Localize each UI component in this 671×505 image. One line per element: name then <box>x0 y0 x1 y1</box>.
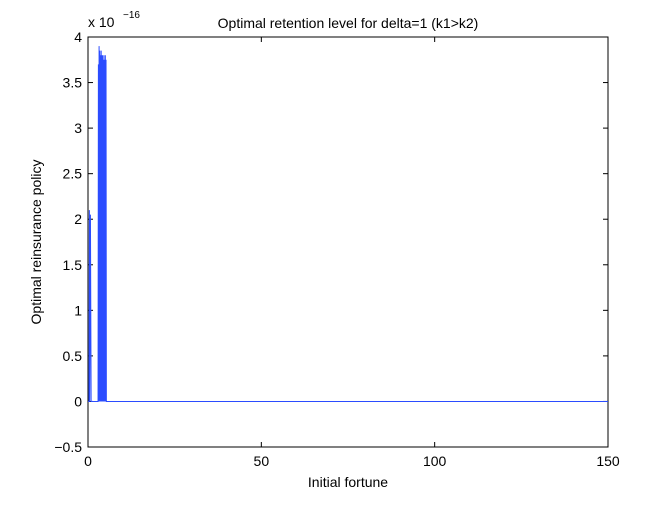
y-tick-label: 0 <box>74 393 82 409</box>
chart-title: Optimal retention level for delta=1 (k1>… <box>218 15 479 31</box>
y-tick-label: 4 <box>74 29 82 45</box>
y-tick-label: 2.5 <box>63 166 83 182</box>
y-tick-label: 3.5 <box>63 75 83 91</box>
y-tick-label: −0.5 <box>54 439 82 455</box>
series-line <box>88 46 608 402</box>
y-tick-label: 2 <box>74 211 82 227</box>
y-tick-label: 1.5 <box>63 257 83 273</box>
y-tick-label: 1 <box>74 302 82 318</box>
y-tick-label: 3 <box>74 120 82 136</box>
y-multiplier-exponent: −16 <box>123 10 140 21</box>
x-axis-label: Initial fortune <box>308 474 388 490</box>
y-tick-label: 0.5 <box>63 348 83 364</box>
tick-labels: 0 50 100 150−0.500.511.522.533.54 <box>54 29 620 469</box>
plot-area <box>87 36 609 448</box>
x-tick-label: 50 <box>254 453 270 469</box>
x-tick-label: 0 <box>84 453 92 469</box>
x-tick-label: 150 <box>596 453 620 469</box>
x-tick-label: 100 <box>423 453 447 469</box>
y-multiplier: x 10 <box>88 14 115 30</box>
y-axis-label: Optimal reinsurance policy <box>28 160 44 325</box>
